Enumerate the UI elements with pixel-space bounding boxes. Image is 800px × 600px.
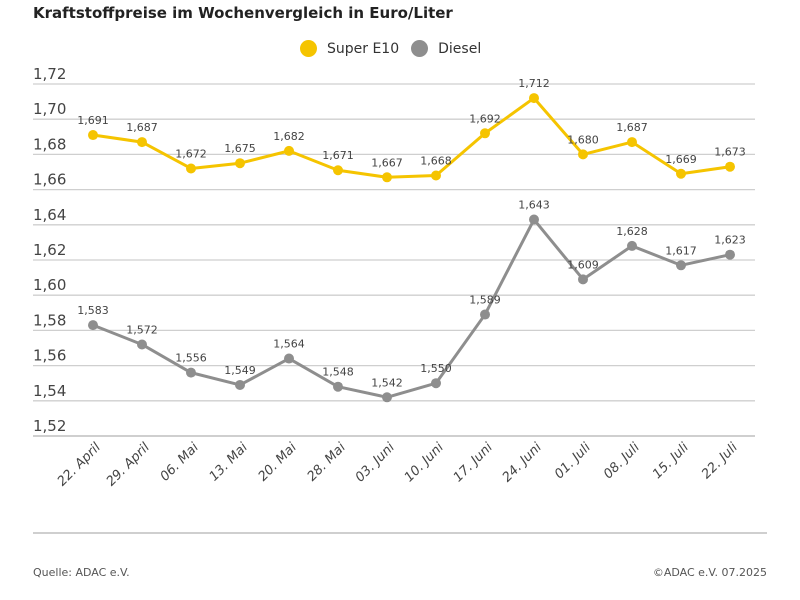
data-label: 1,668 xyxy=(420,155,452,168)
data-point xyxy=(333,165,343,176)
data-point xyxy=(235,158,245,169)
x-tick-label: 22. April xyxy=(55,440,104,489)
x-tick-label: 17. Juni xyxy=(451,440,496,485)
data-label: 1,628 xyxy=(616,225,648,238)
data-label: 1,564 xyxy=(273,338,305,351)
data-point xyxy=(284,353,294,364)
legend-label: Diesel xyxy=(438,40,482,57)
legend-item-diesel: Diesel xyxy=(411,40,481,57)
y-tick-label: 1,62 xyxy=(33,241,66,259)
data-point xyxy=(431,378,441,389)
x-tick-label: 28. Mai xyxy=(305,440,350,485)
data-label: 1,556 xyxy=(175,352,207,365)
y-tick-label: 1,60 xyxy=(33,276,66,294)
data-label: 1,617 xyxy=(665,244,697,257)
x-tick-label: 22. Juli xyxy=(699,440,741,482)
data-point xyxy=(480,309,490,320)
data-label: 1,669 xyxy=(665,153,697,166)
x-tick-label: 10. Juni xyxy=(402,440,447,485)
data-point xyxy=(235,379,245,390)
x-tick-label: 06. Mai xyxy=(158,440,203,485)
data-label: 1,643 xyxy=(518,199,550,212)
data-point xyxy=(725,249,735,260)
data-point xyxy=(480,128,490,139)
data-label: 1,672 xyxy=(175,147,207,160)
data-label: 1,687 xyxy=(126,121,158,134)
data-label: 1,572 xyxy=(126,323,158,336)
y-tick-label: 1,70 xyxy=(33,100,66,118)
y-tick-label: 1,52 xyxy=(33,417,66,435)
data-label: 1,680 xyxy=(567,133,599,146)
data-label: 1,667 xyxy=(371,156,403,169)
data-label: 1,550 xyxy=(420,362,452,375)
data-label: 1,682 xyxy=(273,130,305,143)
series-line-super-e10 xyxy=(92,96,731,179)
data-point xyxy=(529,214,539,225)
y-tick-label: 1,72 xyxy=(33,65,66,83)
data-point xyxy=(627,137,637,148)
data-point xyxy=(137,137,147,148)
data-label: 1,542 xyxy=(371,376,403,389)
legend-label: Super E10 xyxy=(327,40,400,57)
data-label: 1,691 xyxy=(77,114,109,127)
data-label: 1,675 xyxy=(224,142,256,155)
data-point xyxy=(529,93,539,104)
data-label: 1,548 xyxy=(322,366,354,379)
y-tick-label: 1,56 xyxy=(33,347,66,365)
data-label: 1,609 xyxy=(567,258,599,271)
data-label: 1,589 xyxy=(469,294,501,307)
x-tick-label: 20. Mai xyxy=(256,440,301,485)
data-point xyxy=(88,320,98,331)
x-tick-label: 03. Juni xyxy=(353,440,398,485)
data-point xyxy=(676,168,686,179)
series-line-diesel xyxy=(92,218,731,399)
x-tick-label: 24. Juni xyxy=(500,440,545,485)
x-tick-label: 29. April xyxy=(104,440,153,489)
data-label: 1,687 xyxy=(616,121,648,134)
data-label: 1,692 xyxy=(469,112,501,125)
y-tick-label: 1,64 xyxy=(33,206,66,224)
data-point xyxy=(725,161,735,172)
x-tick-label: 15. Juli xyxy=(650,440,692,482)
data-label: 1,623 xyxy=(714,234,746,247)
chart-title: Kraftstoffpreise im Wochenvergleich in E… xyxy=(33,4,453,22)
data-point xyxy=(627,240,637,251)
data-point xyxy=(284,145,294,156)
data-label: 1,549 xyxy=(224,364,256,377)
legend-item-super-e10: Super E10 xyxy=(300,40,399,57)
legend: Super E10 Diesel xyxy=(300,40,493,57)
source-note: Quelle: ADAC e.V. xyxy=(33,566,130,579)
data-point xyxy=(333,381,343,392)
y-tick-label: 1,54 xyxy=(33,382,66,400)
data-point xyxy=(578,274,588,285)
y-tick-label: 1,66 xyxy=(33,171,66,189)
x-tick-label: 13. Mai xyxy=(207,440,252,485)
diesel-marker-icon xyxy=(411,40,429,57)
data-point xyxy=(578,149,588,160)
data-label: 1,712 xyxy=(518,77,550,90)
data-point xyxy=(88,130,98,141)
data-point xyxy=(382,172,392,183)
data-point xyxy=(186,163,196,174)
data-label: 1,673 xyxy=(714,146,746,159)
data-point xyxy=(382,392,392,403)
data-point xyxy=(676,260,686,271)
super-e10-marker-icon xyxy=(300,40,317,57)
data-point xyxy=(137,339,147,350)
x-tick-label: 08. Juli xyxy=(601,440,643,482)
data-point xyxy=(186,367,196,378)
data-label: 1,583 xyxy=(77,304,109,317)
data-label: 1,671 xyxy=(322,149,354,162)
copyright-note: ©ADAC e.V. 07.2025 xyxy=(652,566,767,579)
data-point xyxy=(431,170,441,181)
y-tick-label: 1,68 xyxy=(33,135,66,153)
x-tick-label: 01. Juli xyxy=(552,440,594,482)
y-tick-label: 1,58 xyxy=(33,311,66,329)
